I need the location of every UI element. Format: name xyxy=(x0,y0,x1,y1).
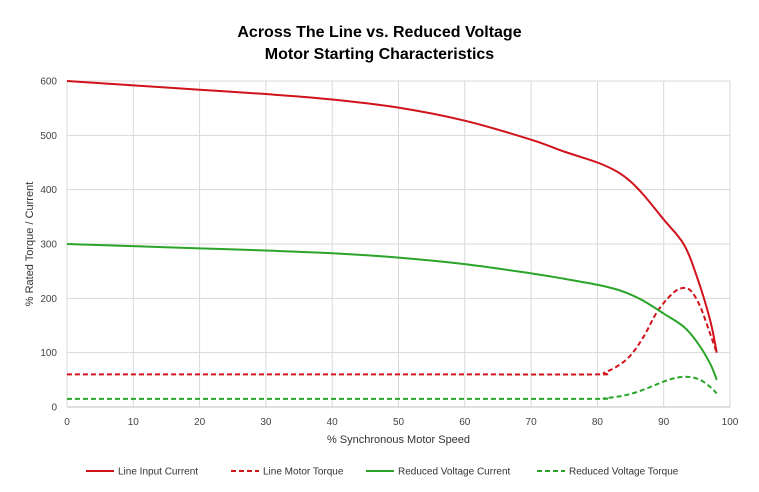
x-tick-label: 50 xyxy=(393,417,405,428)
x-tick-label: 60 xyxy=(459,417,471,428)
y-tick-label: 0 xyxy=(51,403,57,414)
x-tick-label: 100 xyxy=(722,417,739,428)
series-line-reduced-voltage-current xyxy=(66,243,718,381)
legend: Line Input Current Line Motor Torque Reduc… xyxy=(86,467,679,478)
axis-layer: 0 10 20 30 40 50 60 70 80 90 100 0 100 200 300 400 500 60… xyxy=(40,77,738,429)
legend-label-line-input-current: Line Input Current xyxy=(118,467,198,478)
chart-title-line-2: Motor Starting Characteristics xyxy=(264,46,495,63)
x-tick-label: 40 xyxy=(327,417,339,428)
legend-label-line-motor-torque: Line Motor Torque xyxy=(263,467,344,478)
legend-label-reduced-voltage-torque: Reduced Voltage Torque xyxy=(569,467,679,478)
x-tick-label: 20 xyxy=(194,417,206,428)
series-line-line-motor-torque xyxy=(67,286,718,376)
x-tick-label: 70 xyxy=(526,417,538,428)
y-axis-title: % Rated Torque / Current xyxy=(24,182,36,307)
x-tick-label: 90 xyxy=(658,417,670,428)
chart-title: Across The Line vs. Reduced Voltage Moto… xyxy=(0,22,759,66)
y-tick-label: 300 xyxy=(40,240,57,251)
grid-layer xyxy=(66,80,731,408)
x-tick-label: 80 xyxy=(592,417,604,428)
x-tick-label: 10 xyxy=(128,417,140,428)
series-line-reduced-voltage-torque xyxy=(66,375,718,400)
x-axis-title: % Synchronous Motor Speed xyxy=(327,434,470,446)
x-tick-label: 0 xyxy=(64,417,70,428)
legend-label-reduced-voltage-current: Reduced Voltage Current xyxy=(398,467,511,478)
chart-title-line-1: Across The Line vs. Reduced Voltage xyxy=(237,24,522,41)
y-tick-label: 200 xyxy=(40,294,57,305)
x-tick-label: 30 xyxy=(260,417,272,428)
y-tick-label: 600 xyxy=(40,77,57,88)
y-tick-label: 400 xyxy=(40,185,57,196)
series-line-line-input-current xyxy=(66,80,718,353)
y-tick-label: 500 xyxy=(40,131,57,142)
y-tick-label: 100 xyxy=(40,348,57,359)
series-layer xyxy=(66,80,718,400)
